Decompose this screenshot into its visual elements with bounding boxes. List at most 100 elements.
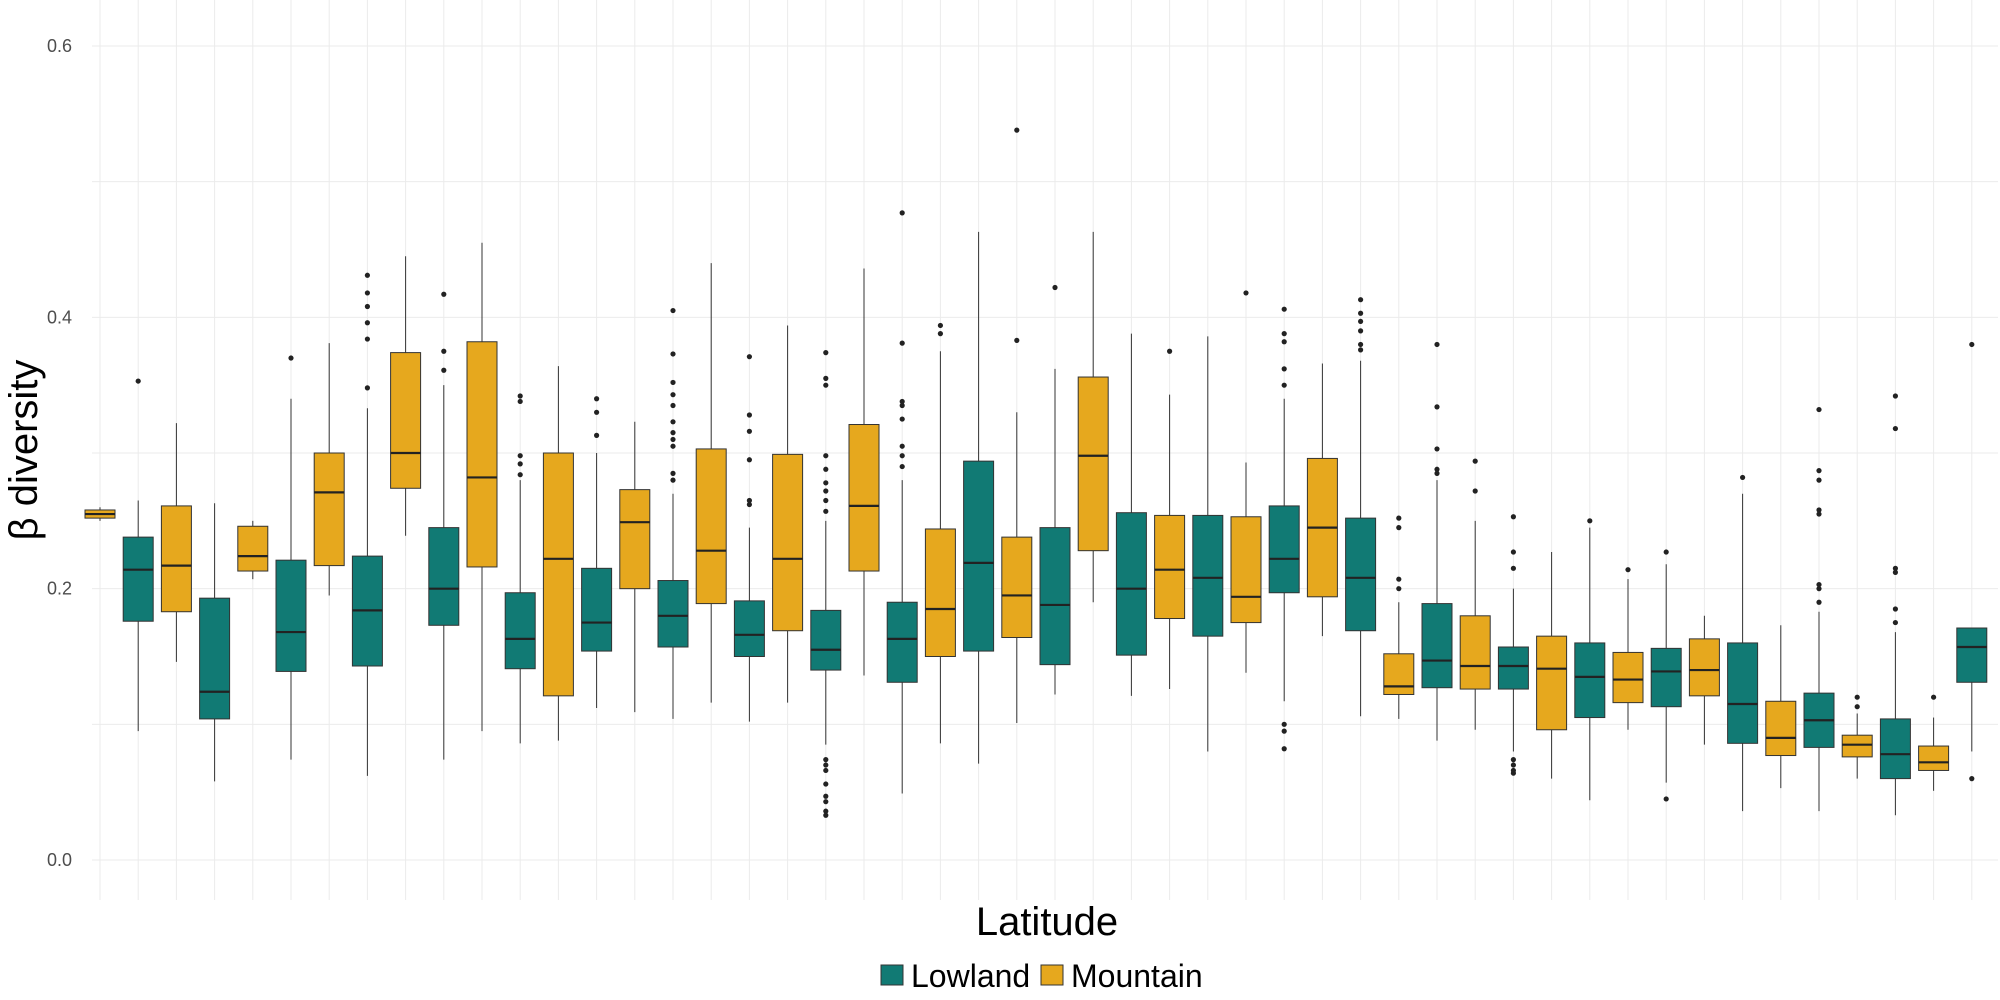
outlier-point xyxy=(1281,339,1287,345)
outlier-point xyxy=(899,402,905,409)
box-mountain xyxy=(1001,127,1033,723)
outlier-point xyxy=(670,477,676,483)
outlier-point xyxy=(937,331,944,337)
outlier-point xyxy=(670,470,676,476)
outlier-point xyxy=(899,210,905,216)
outlier-point xyxy=(1396,515,1402,521)
box-lowland xyxy=(733,354,765,722)
outlier-point xyxy=(594,432,600,438)
outlier-point xyxy=(441,367,447,373)
outlier-point xyxy=(364,320,370,326)
box-body xyxy=(313,452,345,567)
box-body xyxy=(695,448,727,605)
outlier-point xyxy=(899,453,905,459)
box-mountain xyxy=(1536,552,1568,779)
box-lowland xyxy=(886,210,918,794)
box-body xyxy=(1345,517,1377,632)
outlier-point xyxy=(1472,458,1478,464)
box-body xyxy=(428,527,460,626)
outlier-point xyxy=(1816,599,1822,605)
outlier-point xyxy=(899,416,905,422)
box-lowland xyxy=(504,393,536,744)
box-lowland xyxy=(581,396,613,709)
outlier-point xyxy=(746,497,753,504)
outlier-point xyxy=(937,322,944,329)
box-lowland xyxy=(1803,406,1835,812)
box-body xyxy=(1765,700,1797,757)
box-body xyxy=(1230,516,1262,624)
outlier-point xyxy=(1281,721,1287,727)
box-mountain xyxy=(1612,567,1644,730)
outlier-point xyxy=(823,480,829,486)
box-mountain xyxy=(1306,363,1338,637)
outlier-point xyxy=(1358,310,1364,316)
outlier-point xyxy=(746,428,753,434)
outlier-point xyxy=(1892,393,1898,399)
outlier-point xyxy=(517,398,523,405)
box-mountain xyxy=(1765,625,1797,789)
outlier-point xyxy=(1510,762,1516,768)
box-lowland xyxy=(1650,549,1682,802)
outlier-point xyxy=(823,375,829,381)
outlier-point xyxy=(823,382,829,388)
box-body xyxy=(1879,718,1911,780)
outlier-point xyxy=(670,443,676,449)
box-body xyxy=(390,352,422,489)
outlier-point xyxy=(823,497,829,504)
box-body xyxy=(1841,734,1873,758)
outlier-point xyxy=(1358,341,1364,348)
box-body xyxy=(619,489,651,590)
outlier-point xyxy=(364,290,370,296)
outlier-point xyxy=(1854,694,1860,700)
box-mountain xyxy=(1230,290,1262,673)
outlier-point xyxy=(1510,565,1516,571)
outlier-point xyxy=(823,350,829,356)
outlier-point xyxy=(517,472,523,478)
box-body xyxy=(963,460,995,652)
box-mountain xyxy=(924,322,956,744)
outlier-point xyxy=(1358,318,1364,325)
legend: Lowland Mountain xyxy=(880,958,1203,994)
box-mountain xyxy=(313,343,345,596)
outlier-point xyxy=(1892,569,1898,575)
box-mountain xyxy=(1077,231,1109,603)
box-lowland xyxy=(428,291,460,760)
outlier-point xyxy=(1892,606,1898,612)
outlier-point xyxy=(364,303,370,310)
box-body xyxy=(1918,745,1950,771)
outlier-point xyxy=(441,291,447,297)
outlier-point xyxy=(899,340,905,346)
box-body xyxy=(886,601,918,683)
outlier-point xyxy=(594,396,600,402)
box-mountain xyxy=(542,366,574,741)
outlier-point xyxy=(1396,525,1402,531)
outlier-point xyxy=(517,393,523,399)
outlier-point xyxy=(1663,796,1669,802)
outlier-point xyxy=(1625,567,1631,573)
outlier-point xyxy=(1243,290,1249,296)
outlier-point xyxy=(1396,576,1402,582)
box-lowland xyxy=(657,307,689,719)
outlier-point xyxy=(1281,746,1287,752)
y-tick-label: 0.6 xyxy=(47,36,72,56)
outlier-point xyxy=(1969,341,1975,348)
box-mountain xyxy=(619,421,651,713)
outlier-point xyxy=(1510,767,1516,774)
box-body xyxy=(466,341,498,568)
box-body xyxy=(848,424,880,572)
box-body xyxy=(772,453,804,632)
outlier-point xyxy=(899,398,905,405)
box-mountain xyxy=(466,242,498,732)
outlier-point xyxy=(746,354,753,360)
box-mountain xyxy=(160,423,192,662)
box-lowland xyxy=(1115,333,1147,696)
box-body xyxy=(199,597,231,720)
outlier-point xyxy=(135,378,141,384)
box-body xyxy=(657,580,689,648)
box-body xyxy=(1688,638,1720,697)
outlier-point xyxy=(746,501,753,508)
outlier-point xyxy=(1816,406,1822,413)
outlier-point xyxy=(746,412,753,418)
box-body xyxy=(810,609,842,671)
box-body xyxy=(1115,512,1147,656)
